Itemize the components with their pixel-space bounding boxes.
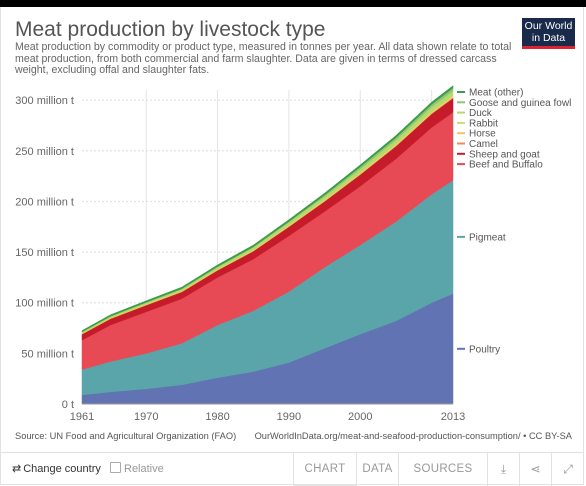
legend-item-meat_other[interactable]: Meat (other) xyxy=(457,88,523,99)
download-icon[interactable]: ⤓ xyxy=(488,453,520,486)
legend-label: Goose and guinea fowl xyxy=(469,98,571,109)
legend-swatch xyxy=(457,91,465,93)
area-meat_other[interactable] xyxy=(81,85,454,333)
y-tick-label: 250 million t xyxy=(15,146,74,158)
legend-item-rabbit[interactable]: Rabbit xyxy=(457,118,498,129)
legend-swatch xyxy=(457,235,465,238)
y-tick-label: 300 million t xyxy=(15,95,74,107)
legend-item-duck[interactable]: Duck xyxy=(457,108,493,119)
legend-swatch xyxy=(457,163,465,166)
legend-item-beef[interactable]: Beef and Buffalo xyxy=(457,160,543,171)
legend-label: Poultry xyxy=(469,344,500,355)
area-layer xyxy=(81,85,454,405)
x-tick-label: 1990 xyxy=(277,411,301,423)
legend-swatch xyxy=(457,101,465,104)
legend-item-sheep[interactable]: Sheep and goat xyxy=(457,149,540,160)
legend-swatch xyxy=(457,347,465,350)
tab-chart[interactable]: CHART xyxy=(293,453,357,486)
legend-label: Horse xyxy=(469,129,496,140)
change-country-label: Change country xyxy=(23,463,101,475)
legend-layer: Meat (other)Goose and guinea fowlDuckRab… xyxy=(457,88,571,355)
legend-swatch xyxy=(457,152,465,155)
legend-item-goose[interactable]: Goose and guinea fowl xyxy=(457,98,571,109)
legend-item-camel[interactable]: Camel xyxy=(457,139,498,150)
source-note: Source: UN Food and Agricultural Organiz… xyxy=(15,431,237,441)
y-tick-label: 150 million t xyxy=(15,247,74,259)
legend-item-horse[interactable]: Horse xyxy=(457,129,496,140)
legend-label: Pigmeat xyxy=(469,232,506,243)
x-tick-label: 1980 xyxy=(205,411,229,423)
swap-arrows-icon: ⇄ xyxy=(12,463,22,475)
legend-swatch xyxy=(457,142,465,145)
legend-swatch xyxy=(457,111,465,114)
y-tick-label: 100 million t xyxy=(15,298,74,310)
tab-data[interactable]: DATA xyxy=(357,453,399,486)
y-tick-label: 200 million t xyxy=(15,196,74,208)
owid-logo[interactable]: Our World in Data xyxy=(522,18,575,49)
legend-swatch xyxy=(457,121,465,124)
legend-label: Duck xyxy=(469,108,493,119)
change-country-button[interactable]: ⇄ Change country xyxy=(12,462,101,475)
source-url-link[interactable]: OurWorldInData.org/meat-and-seafood-prod… xyxy=(254,431,572,441)
x-tick-label: 2000 xyxy=(348,411,372,423)
control-footer: ⇄ Change country Relative CHART DATA SOUR… xyxy=(0,452,584,486)
chart-subtitle: Meat production by commodity or product … xyxy=(15,41,512,77)
axis-layer: 0 t 50 million t 100 million t 150 million … xyxy=(15,95,465,423)
x-tick-label: 1970 xyxy=(134,411,158,423)
legend-swatch xyxy=(457,132,465,135)
legend-label: Beef and Buffalo xyxy=(469,160,543,171)
legend-item-poultry[interactable]: Poultry xyxy=(457,344,500,355)
fullscreen-icon[interactable]: ⤢ xyxy=(563,462,573,476)
y-tick-label: 0 t xyxy=(62,399,74,411)
logo-line2: in Data xyxy=(531,31,566,44)
legend-label: Rabbit xyxy=(469,118,498,129)
legend-label: Sheep and goat xyxy=(469,149,540,160)
stacked-area-chart: 0 t 50 million t 100 million t 150 million … xyxy=(15,85,571,423)
top-black-bar xyxy=(0,0,586,7)
share-icon[interactable]: ⋖ xyxy=(520,453,552,486)
legend-item-pigmeat[interactable]: Pigmeat xyxy=(457,232,506,243)
chart-title: Meat production by livestock type xyxy=(15,18,326,41)
x-tick-label: 1961 xyxy=(70,411,94,423)
relative-label: Relative xyxy=(124,463,164,475)
legend-label: Camel xyxy=(469,139,498,150)
y-tick-label: 50 million t xyxy=(21,348,74,360)
tab-sources[interactable]: SOURCES xyxy=(399,453,488,486)
logo-red-bar xyxy=(522,46,575,49)
relative-checkbox[interactable] xyxy=(110,462,121,473)
logo-line1: Our World xyxy=(524,20,573,32)
legend-label: Meat (other) xyxy=(469,88,523,99)
relative-toggle[interactable]: Relative xyxy=(110,462,164,475)
x-tick-label: 2013 xyxy=(441,411,465,423)
